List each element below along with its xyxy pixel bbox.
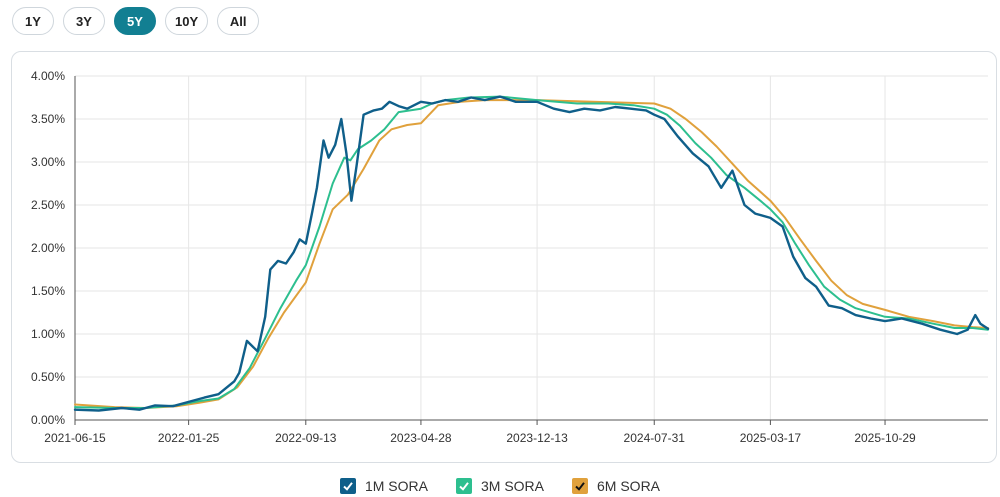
x-tick-label: 2024-07-31 bbox=[624, 431, 686, 445]
checkbox-checked-icon[interactable] bbox=[455, 478, 472, 494]
series-line-3m-sora[interactable] bbox=[74, 95, 989, 409]
x-tick-label: 2021-06-15 bbox=[44, 431, 106, 445]
range-1y-button[interactable]: 1Y bbox=[12, 7, 54, 35]
y-tick-label: 2.50% bbox=[31, 198, 65, 212]
chart-card: 0.00% 0.50% 1.00% 1.50% 2.00% 2.50% 3.00% 3.50%… bbox=[11, 51, 997, 463]
axes: 0.00% 0.50% 1.00% 1.50% 2.00% 2.50% 3.00% 3.50%… bbox=[31, 69, 988, 445]
x-tick-label: 2022-01-25 bbox=[158, 431, 220, 445]
x-tick-label: 2022-09-13 bbox=[275, 431, 337, 445]
x-tick-label: 2025-10-29 bbox=[854, 431, 916, 445]
grid bbox=[74, 75, 988, 421]
legend-item-3m[interactable]: 3M SORA bbox=[455, 478, 544, 494]
x-tick-label: 2025-03-17 bbox=[740, 431, 802, 445]
series-lines bbox=[73, 95, 990, 412]
legend-label-3m: 3M SORA bbox=[480, 478, 544, 494]
range-10y-button[interactable]: 10Y bbox=[165, 7, 209, 35]
y-tick-label: 2.00% bbox=[31, 241, 65, 255]
range-selector: 1Y 3Y 5Y 10Y All bbox=[12, 7, 260, 35]
legend-item-1m[interactable]: 1M SORA bbox=[339, 478, 428, 494]
checkbox-checked-icon[interactable] bbox=[572, 478, 588, 494]
y-tick-label: 0.50% bbox=[31, 370, 65, 384]
legend-label-6m: 6M SORA bbox=[597, 478, 661, 494]
y-tick-label: 3.50% bbox=[31, 112, 65, 126]
legend: 1M SORA 3M SORA 6M SORA bbox=[0, 478, 1000, 494]
legend-item-6m[interactable]: 6M SORA bbox=[572, 478, 660, 494]
sora-line-chart: 0.00% 0.50% 1.00% 1.50% 2.00% 2.50% 3.00% 3.50%… bbox=[31, 69, 990, 445]
range-all-button[interactable]: All bbox=[217, 7, 260, 35]
range-5y-button[interactable]: 5Y bbox=[114, 7, 156, 35]
y-tick-label: 4.00% bbox=[31, 69, 65, 83]
series-line-6m-sora[interactable] bbox=[74, 99, 989, 409]
x-tick-label: 2023-04-28 bbox=[390, 431, 452, 445]
x-tick-label: 2023-12-13 bbox=[506, 431, 568, 445]
checkbox-checked-icon[interactable] bbox=[339, 478, 356, 494]
series-line-1m-sora[interactable] bbox=[73, 95, 990, 412]
y-tick-label: 1.50% bbox=[31, 284, 65, 298]
range-3y-button[interactable]: 3Y bbox=[63, 7, 105, 35]
y-tick-label: 1.00% bbox=[31, 327, 65, 341]
y-tick-label: 0.00% bbox=[31, 413, 65, 427]
legend-label-1m: 1M SORA bbox=[364, 478, 428, 494]
y-tick-label: 3.00% bbox=[31, 155, 65, 169]
